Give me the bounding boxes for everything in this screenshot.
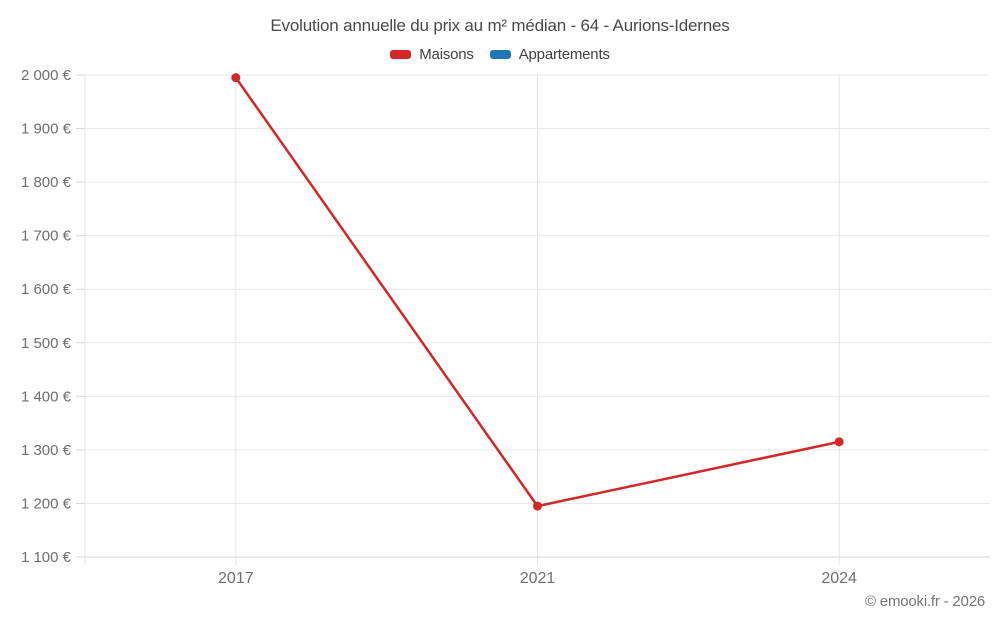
- chart-legend: Maisons Appartements: [0, 46, 1000, 63]
- legend-item-appartements[interactable]: Appartements: [489, 46, 610, 63]
- data-point-maisons-2017: [231, 73, 241, 83]
- data-point-maisons-2021: [533, 501, 542, 511]
- legend-label-maisons: Maisons: [419, 46, 474, 63]
- x-axis-tick-label: 2024: [821, 570, 857, 587]
- legend-label-appartements: Appartements: [518, 46, 610, 63]
- data-point-maisons-2024: [834, 437, 844, 447]
- y-axis-tick-label: 1 200 €: [21, 495, 72, 512]
- maisons-series-swatch-icon: [390, 50, 412, 59]
- y-axis-tick-label: 1 600 €: [21, 281, 72, 298]
- y-axis-tick-label: 1 900 €: [21, 121, 72, 138]
- y-axis-tick-label: 1 700 €: [21, 228, 72, 245]
- copyright-watermark: © emooki.fr - 2026: [864, 593, 985, 610]
- appartements-series-swatch-icon: [489, 50, 511, 59]
- y-axis-tick-label: 1 800 €: [21, 174, 72, 191]
- y-axis-tick-label: 1 100 €: [21, 549, 72, 566]
- chart-title: Evolution annuelle du prix au m² médian …: [270, 16, 730, 35]
- x-axis-tick-label: 2021: [520, 570, 556, 587]
- y-axis-tick-label: 1 500 €: [21, 335, 72, 352]
- y-axis-tick-label: 1 400 €: [21, 388, 72, 405]
- y-axis-tick-label: 1 300 €: [21, 442, 72, 459]
- x-axis-tick-label: 2017: [218, 570, 254, 587]
- y-axis-tick-label: 2 000 €: [21, 67, 72, 84]
- legend-item-maisons[interactable]: Maisons: [390, 46, 474, 63]
